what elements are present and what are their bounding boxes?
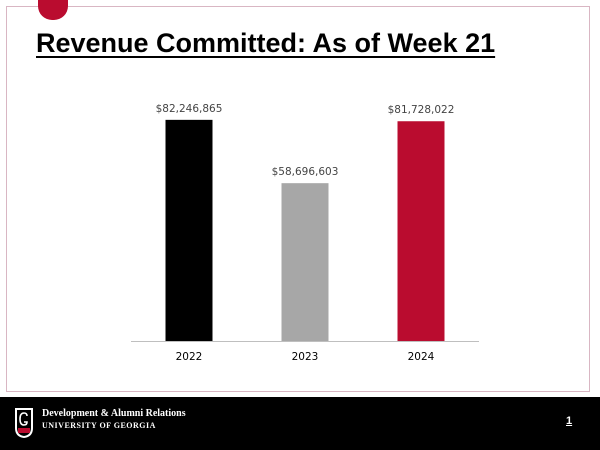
x-tick-label-2024: 2024 xyxy=(408,351,435,363)
data-label-2024: $81,728,022 xyxy=(388,104,455,116)
x-tick-label-2022: 2022 xyxy=(176,351,203,363)
revenue-bar-chart: $82,246,865 2022 $58,696,603 2023 $81,728,02… xyxy=(131,103,479,363)
org-name: Development & Alumni Relations UNIVERSIT… xyxy=(42,408,186,432)
bar-2023 xyxy=(281,183,329,341)
university-logo-icon xyxy=(15,408,33,438)
data-label-2022: $82,246,865 xyxy=(156,103,223,115)
org-line2: UNIVERSITY OF GEORGIA xyxy=(42,421,156,430)
brand-tab xyxy=(38,0,68,20)
footer-bar: Development & Alumni Relations UNIVERSIT… xyxy=(0,397,600,450)
bar-2024 xyxy=(397,121,445,341)
x-tick-label-2023: 2023 xyxy=(292,351,319,363)
data-label-2023: $58,696,603 xyxy=(272,166,339,178)
slide-title: Revenue Committed: As of Week 21 xyxy=(36,28,496,58)
slide-frame xyxy=(6,6,590,392)
page-number: 1 xyxy=(566,415,573,427)
bar-2022 xyxy=(165,119,213,341)
org-line1: Development & Alumni Relations xyxy=(42,408,186,419)
